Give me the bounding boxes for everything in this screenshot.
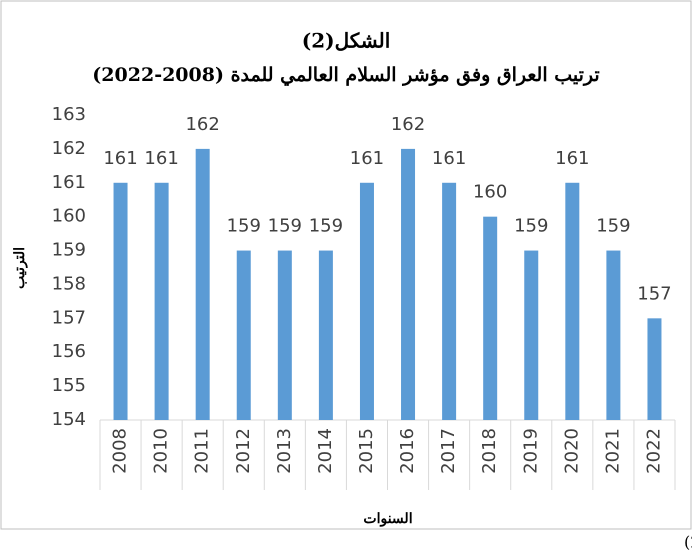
data-label: 157 [637,283,671,304]
y-tick-label: 161 [52,172,86,193]
y-tick-label: 159 [52,240,86,261]
data-label: 161 [432,148,466,169]
bar [318,250,333,420]
y-tick-label: 155 [52,375,86,396]
data-label: 159 [268,216,302,237]
y-tick-label: 162 [52,138,86,159]
data-label: 161 [103,148,137,169]
data-label: 162 [185,114,219,135]
data-label: 159 [309,216,343,237]
x-tick-label: 2015 [356,428,377,474]
bar [565,182,580,420]
x-tick-label: 2008 [110,428,131,474]
data-label: 161 [350,148,384,169]
bar [113,182,128,420]
y-tick-label: 160 [52,206,86,227]
x-tick-label: 2016 [397,428,418,474]
x-axis-label: السنوات [363,511,412,527]
data-label: 162 [391,114,425,135]
data-label: 159 [227,216,261,237]
data-label: 160 [473,182,507,203]
x-tick-label: 2014 [315,428,336,474]
data-label: 161 [144,148,178,169]
x-tick-label: 2022 [643,428,664,474]
x-tick-label: 2021 [602,428,623,474]
y-tick-label: 157 [52,307,86,328]
bar [277,250,292,420]
data-label: 159 [596,216,630,237]
y-tick-label: 158 [52,273,86,294]
bar [524,250,539,420]
bar [401,148,416,420]
bar [154,182,169,420]
bar [236,250,251,420]
bar [483,216,498,420]
y-tick-label: 163 [52,104,86,125]
y-axis-label: الترتيب [12,247,28,289]
x-tick-label: 2018 [479,428,500,474]
source-note: المصدر: الشكل من إعداد الباحث إستناداً ا… [684,530,692,552]
data-label: 161 [555,148,589,169]
x-tick-label: 2020 [561,428,582,474]
x-tick-label: 2019 [520,428,541,474]
x-tick-label: 2017 [438,428,459,474]
x-tick-label: 2013 [274,428,295,474]
chart-title: الشكل(2) [302,29,391,53]
x-tick-label: 2010 [151,428,172,474]
y-tick-label: 154 [52,409,86,430]
bar [647,318,662,420]
x-tick-label: 2012 [233,428,254,474]
bar [195,148,210,420]
bar [359,182,374,420]
bar [606,250,621,420]
chart-subtitle: ترتيب العراق وفق مؤشر السلام العالمي للم… [92,64,599,87]
y-tick-label: 156 [52,341,86,362]
x-tick-label: 2011 [192,428,213,474]
bar [442,182,457,420]
data-label: 159 [514,216,548,237]
chart-border [0,0,692,530]
